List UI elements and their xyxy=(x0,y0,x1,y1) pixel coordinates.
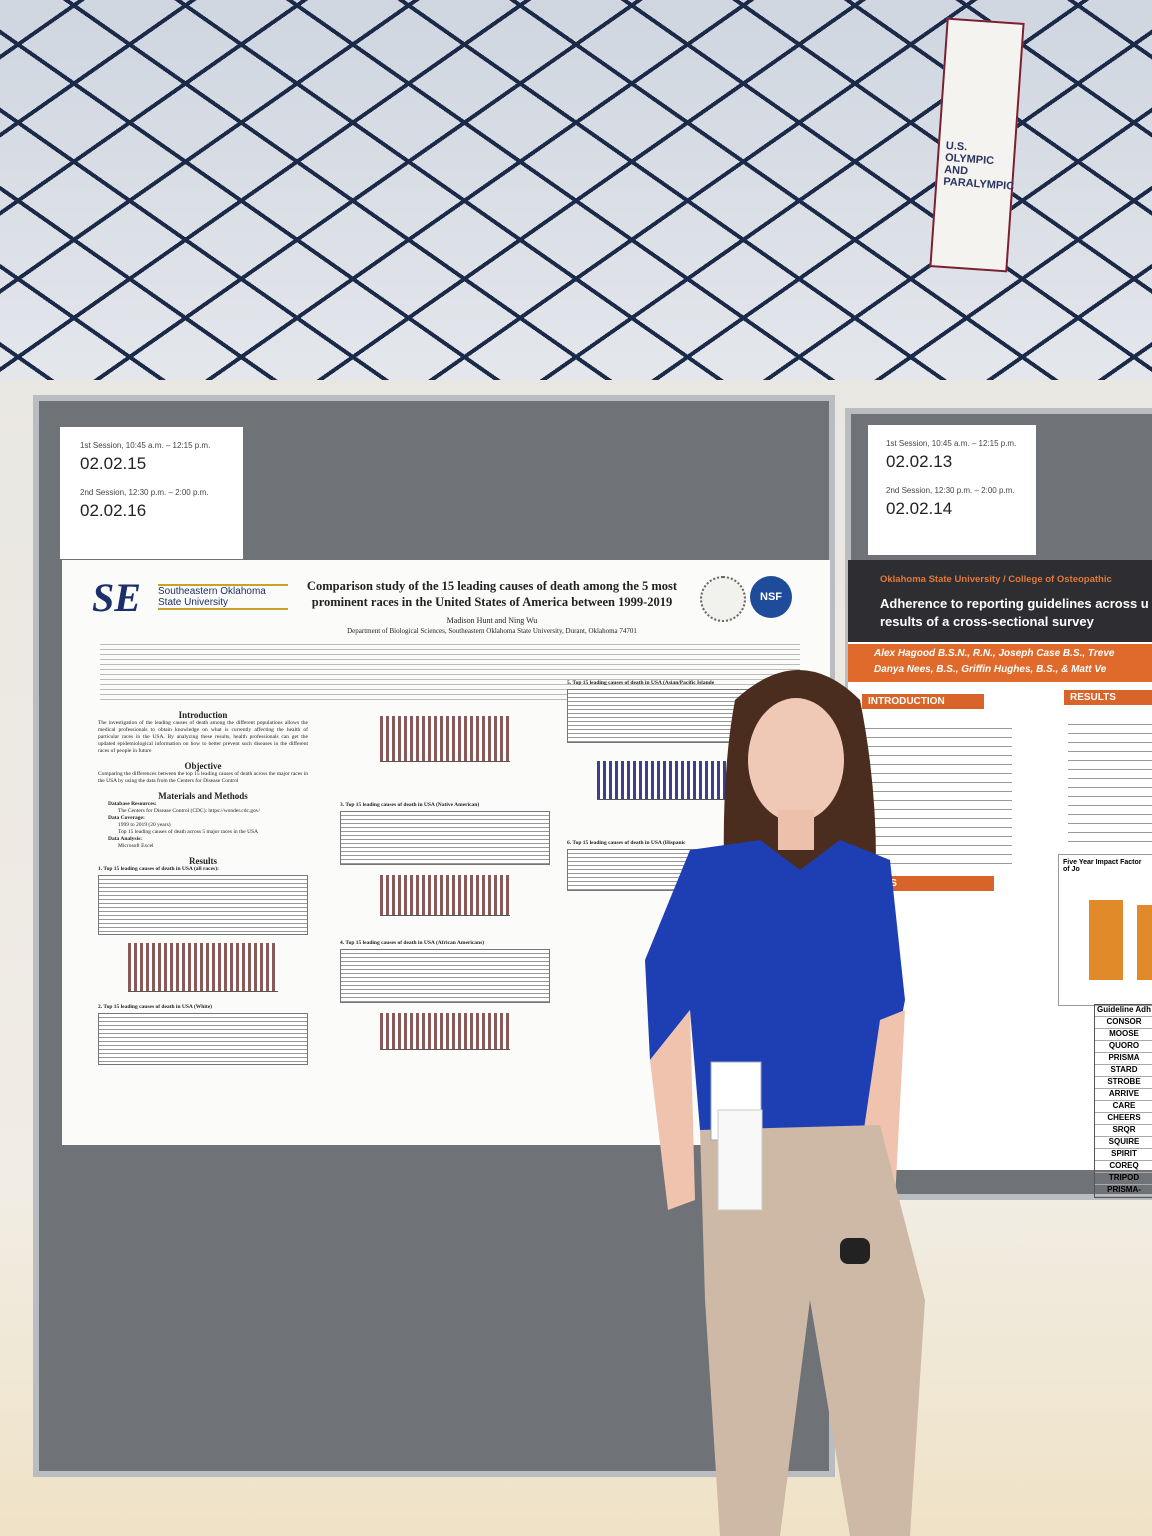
methods-item: Top 15 leading causes of death across 5 … xyxy=(118,829,259,835)
table xyxy=(98,875,308,935)
table xyxy=(340,949,550,1003)
section-heading: RESULTS xyxy=(1064,690,1152,705)
table xyxy=(98,1013,308,1065)
section-heading: Materials and Methods xyxy=(158,791,248,801)
neck xyxy=(778,810,814,850)
session-time: 1st Session, 10:45 a.m. – 12:15 p.m. xyxy=(80,441,211,450)
section-heading: Results xyxy=(188,856,217,866)
guideline-name: CARE xyxy=(1095,1101,1152,1113)
authors: Madison Hunt and Ning Wu xyxy=(446,616,538,625)
guideline-name: PRISMA xyxy=(1095,1053,1152,1065)
bar xyxy=(1137,905,1152,980)
middle-column: 3. Top 15 leading causes of death in USA… xyxy=(340,710,550,1060)
guideline-name: TRIPOD xyxy=(1095,1173,1152,1185)
methods-item: Data Analysis: xyxy=(108,836,143,842)
neighbor-institution: Oklahoma State University / College of O… xyxy=(880,574,1112,585)
bar xyxy=(1089,900,1123,980)
shirt xyxy=(645,840,905,1130)
guideline-name: ARRIVE xyxy=(1095,1089,1152,1101)
neighbor-authors: Alex Hagood B.S.N., R.N., Joseph Case B.… xyxy=(874,648,1115,659)
guideline-name: PRISMA- xyxy=(1095,1185,1152,1197)
figure-caption: 6. Top 15 leading causes of death in USA… xyxy=(567,840,686,846)
chart xyxy=(380,716,510,762)
methods-item: The Centers for Disease Control (CDC): h… xyxy=(118,808,261,814)
poster-title: Comparison study of the 15 leading cause… xyxy=(306,579,678,609)
left-arm xyxy=(650,1010,695,1210)
guideline-name: CHEERS xyxy=(1095,1113,1152,1125)
chart xyxy=(380,875,510,916)
figure-caption: 2. Top 15 leading causes of death in USA… xyxy=(98,1004,212,1010)
session-card: 1st Session, 10:45 a.m. – 12:15 p.m. 02.… xyxy=(868,425,1036,555)
guideline-name: STROBE xyxy=(1095,1077,1152,1089)
pants xyxy=(700,1125,925,1536)
figure-caption: 3. Top 15 leading causes of death in USA… xyxy=(340,802,480,808)
seal xyxy=(700,576,746,622)
chart-title: Five Year Impact Factor of Jo xyxy=(1063,859,1142,873)
guideline-name: SRQR xyxy=(1095,1125,1152,1137)
figure-caption: 5. Top 15 leading causes of death in USA… xyxy=(567,680,715,686)
guideline-table: Guideline Adh CONSOR MOOSE QUORO PRISMA STAR… xyxy=(1094,1004,1152,1198)
guideline-name: SPIRIT xyxy=(1095,1149,1152,1161)
logo: SE xyxy=(92,575,141,620)
guideline-name: MOOSE xyxy=(1095,1029,1152,1041)
guideline-name: COREQ xyxy=(1095,1161,1152,1173)
guideline-name: CONSOR xyxy=(1095,1017,1152,1029)
session-code: 02.02.15 xyxy=(80,454,147,473)
section-heading: Objective xyxy=(184,761,222,771)
session-code: 02.02.13 xyxy=(886,452,953,471)
poster: SE Southeastern Oklahoma State Universit… xyxy=(62,560,830,1145)
chart xyxy=(597,761,737,800)
methods-item: Database Resources: xyxy=(108,801,157,807)
section-text: The investigation of the leading causes … xyxy=(98,720,308,754)
section-text: Comparing the differences between the to… xyxy=(98,771,308,784)
methods-list: Database Resources: The Centers for Disea… xyxy=(98,801,308,850)
guideline-name: STARD xyxy=(1095,1065,1152,1077)
neighbor-header xyxy=(848,560,1152,642)
figure-caption: 4. Top 15 leading causes of death in USA… xyxy=(340,940,485,946)
chart xyxy=(380,1013,510,1050)
section-heading: Introduction xyxy=(178,710,228,720)
session-card: 1st Session, 10:45 a.m. – 12:15 p.m. 02.… xyxy=(60,427,243,559)
nsf-badge: NSF xyxy=(750,576,792,618)
session-time: 2nd Session, 12:30 p.m. – 2:00 p.m. xyxy=(886,486,1015,495)
methods-item: Microsoft Excel xyxy=(118,843,154,849)
section-text xyxy=(1068,716,1152,846)
author-band xyxy=(848,644,1152,682)
table xyxy=(340,811,550,865)
session-time: 1st Session, 10:45 a.m. – 12:15 p.m. xyxy=(886,439,1017,448)
badge-card xyxy=(717,1109,763,1211)
methods-item: 1999 to 2019 (20 years) xyxy=(118,822,171,828)
chart xyxy=(128,943,278,992)
methods-item: Data Coverage: xyxy=(108,815,145,821)
watch xyxy=(840,1238,870,1264)
session-time: 2nd Session, 12:30 p.m. – 2:00 p.m. xyxy=(80,488,209,497)
session-code: 02.02.16 xyxy=(80,501,147,520)
section-heading: INTRODUCTION xyxy=(862,694,984,709)
face xyxy=(748,698,844,822)
neighbor-title: results of a cross-sectional survey xyxy=(880,614,1094,629)
affiliation: Department of Biological Sciences, South… xyxy=(347,627,637,635)
table-header: Guideline Adh xyxy=(1095,1005,1152,1017)
left-column: Introduction The investigation of the le… xyxy=(98,710,308,1068)
session-code: 02.02.14 xyxy=(886,499,953,518)
guideline-name: QUORO xyxy=(1095,1041,1152,1053)
chart-frame: Five Year Impact Factor of Jo xyxy=(1058,854,1152,1006)
section-text xyxy=(862,720,1012,870)
guideline-name: SQUIRE xyxy=(1095,1137,1152,1149)
figure-caption: 1. Top 15 leading causes of death in USA… xyxy=(98,866,219,872)
neighbor-title: Adherence to reporting guidelines across… xyxy=(880,596,1149,611)
university: Southeastern Oklahoma State University xyxy=(158,584,288,610)
neighbor-authors: Danya Nees, B.S., Griffin Hughes, B.S., … xyxy=(874,664,1107,675)
